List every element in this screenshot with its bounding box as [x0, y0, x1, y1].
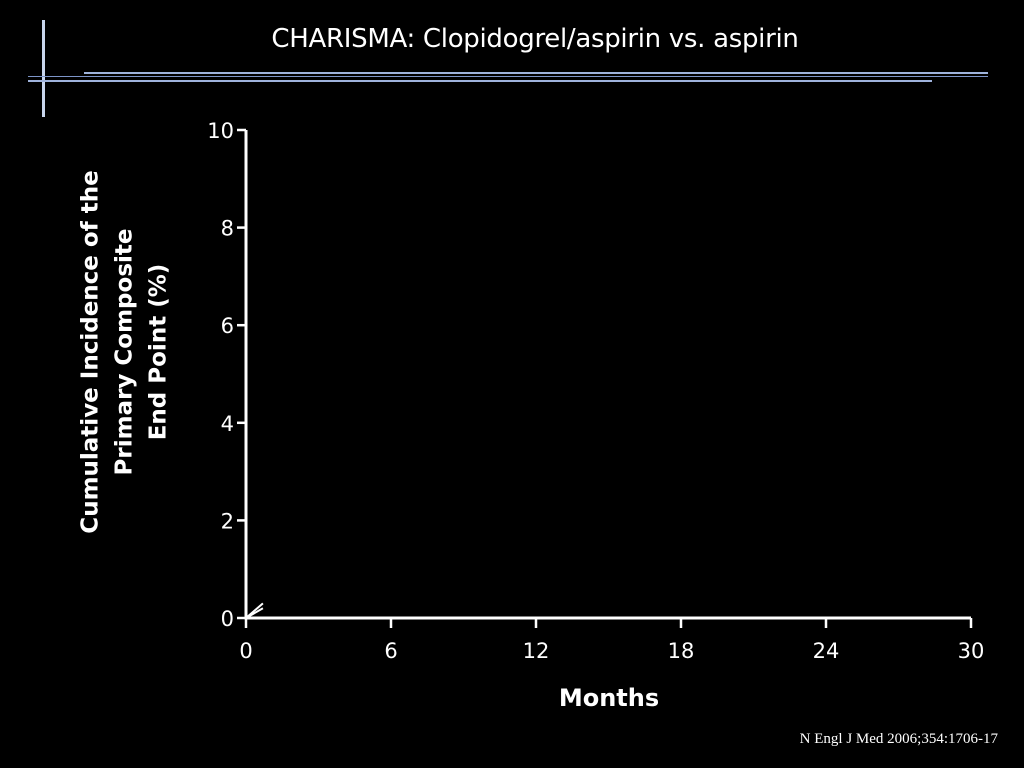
x-axis-label: Months — [559, 684, 659, 712]
x-tick-label: 18 — [668, 639, 695, 663]
decorative-horizontal-line — [28, 76, 988, 77]
x-tick-label: 30 — [958, 639, 985, 663]
series-line-2 — [245, 607, 264, 619]
x-tick-label: 0 — [239, 639, 252, 663]
y-axis-ticks: 0 2 4 6 8 10 — [207, 119, 246, 631]
x-axis-ticks: 0 6 12 18 24 30 — [239, 618, 984, 663]
y-tick-label: 6 — [221, 314, 234, 338]
decorative-vertical-line — [42, 20, 45, 117]
y-axis-label-line: Cumulative Incidence of the — [78, 170, 104, 533]
decorative-horizontal-line — [28, 80, 932, 82]
slide-title: CHARISMA: Clopidogrel/aspirin vs. aspiri… — [271, 24, 799, 54]
series-lines — [245, 602, 264, 619]
x-tick-label: 6 — [384, 639, 397, 663]
x-tick-label: 12 — [523, 639, 550, 663]
y-tick-label: 8 — [221, 217, 234, 241]
y-tick-label: 0 — [221, 607, 234, 631]
y-tick-label: 10 — [207, 119, 234, 143]
y-tick-label: 4 — [221, 412, 234, 436]
y-axis-label: Cumulative Incidence of the Primary Compo… — [78, 170, 172, 533]
y-tick-label: 2 — [221, 509, 234, 533]
citation: N Engl J Med 2006;354:1706-17 — [799, 731, 998, 747]
decorative-horizontal-line — [84, 72, 988, 74]
y-axis-label-line: End Point (%) — [146, 264, 172, 441]
x-tick-label: 24 — [813, 639, 840, 663]
y-axis-label-line: Primary Composite — [112, 229, 138, 476]
